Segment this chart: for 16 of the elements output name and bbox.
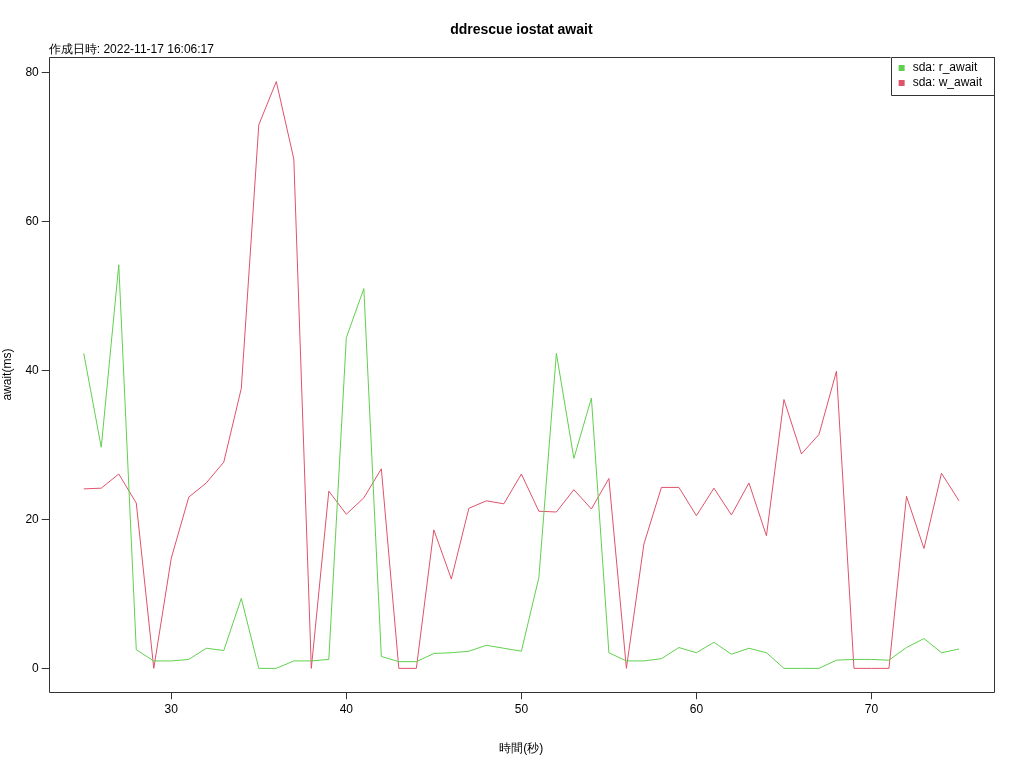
y-tick-label: 60 <box>25 213 40 228</box>
x-tick-label: 40 <box>339 701 354 716</box>
legend-label: sda: w_await <box>912 75 983 90</box>
x-tick-label: 50 <box>514 701 529 716</box>
x-tick-label: 60 <box>689 701 704 716</box>
x-axis-title: 時間(秒) <box>499 741 544 756</box>
x-tick-label: 30 <box>164 701 179 716</box>
y-axis-title: await(ms) <box>0 348 14 401</box>
legend-label: sda: r_await <box>912 60 978 75</box>
x-tick-label: 70 <box>864 701 879 716</box>
chart-title: ddrescue iostat await <box>450 20 593 37</box>
y-tick-label: 40 <box>25 362 40 377</box>
y-tick-label: 0 <box>32 660 40 675</box>
chart-subtitle: 作成日時: 2022-11-17 16:06:17 <box>47 42 215 57</box>
y-tick-label: 80 <box>25 64 40 79</box>
y-tick-label: 20 <box>25 511 40 526</box>
